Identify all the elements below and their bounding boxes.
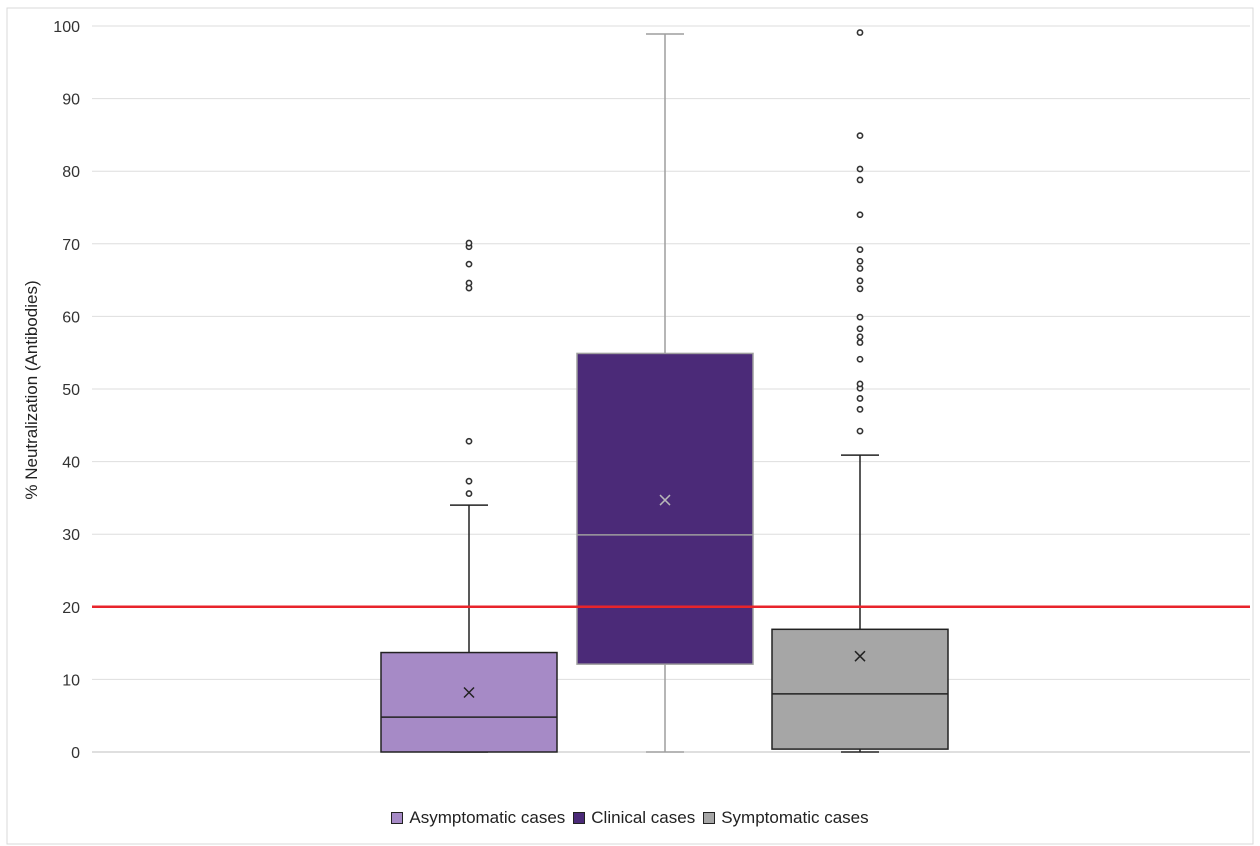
- outlier-point: [857, 133, 862, 138]
- y-tick-label: 60: [62, 309, 80, 326]
- legend-label: Asymptomatic cases: [409, 808, 565, 828]
- outlier-point: [857, 247, 862, 252]
- outlier-point: [857, 326, 862, 331]
- outlier-point: [857, 334, 862, 339]
- boxes: [381, 30, 948, 752]
- outlier-point: [466, 280, 471, 285]
- y-tick-label: 80: [62, 164, 80, 181]
- y-tick-label: 20: [62, 600, 80, 617]
- outlier-point: [857, 407, 862, 412]
- outlier-point: [857, 259, 862, 264]
- outlier-point: [466, 262, 471, 267]
- outlier-point: [857, 166, 862, 171]
- box-1: [381, 240, 557, 752]
- box-2: [577, 34, 753, 752]
- legend-item: Asymptomatic cases: [391, 808, 565, 828]
- legend-swatch: [391, 812, 403, 824]
- y-tick-label: 90: [62, 92, 80, 109]
- legend-swatch: [573, 812, 585, 824]
- box-body: [381, 653, 557, 752]
- outlier-point: [857, 396, 862, 401]
- outlier-point: [857, 381, 862, 386]
- legend-item: Symptomatic cases: [703, 808, 868, 828]
- outlier-point: [466, 240, 471, 245]
- outlier-point: [466, 491, 471, 496]
- legend-swatch: [703, 812, 715, 824]
- y-tick-label: 0: [71, 745, 80, 762]
- outlier-point: [857, 266, 862, 271]
- outlier-point: [857, 278, 862, 283]
- legend-label: Symptomatic cases: [721, 808, 868, 828]
- outlier-point: [466, 479, 471, 484]
- legend-label: Clinical cases: [591, 808, 695, 828]
- outlier-point: [857, 340, 862, 345]
- outlier-point: [466, 439, 471, 444]
- outlier-point: [857, 286, 862, 291]
- outlier-point: [857, 30, 862, 35]
- legend: Asymptomatic cases Clinical cases Symptoma…: [0, 808, 1260, 828]
- outlier-point: [857, 357, 862, 362]
- y-tick-label: 70: [62, 237, 80, 254]
- y-axis-ticks: 0 10 20 30 40 50 60 70 80 90 100: [53, 19, 80, 762]
- y-tick-label: 40: [62, 455, 80, 472]
- outlier-point: [857, 177, 862, 182]
- box-3: [772, 30, 948, 752]
- y-axis-label: % Neutralization (Antibodies): [22, 280, 41, 499]
- outlier-point: [857, 315, 862, 320]
- outlier-point: [857, 212, 862, 217]
- box-body: [577, 353, 753, 664]
- y-tick-label: 30: [62, 527, 80, 544]
- y-tick-label: 100: [53, 19, 80, 36]
- y-tick-label: 10: [62, 672, 80, 689]
- y-tick-label: 50: [62, 382, 80, 399]
- box-body: [772, 629, 948, 749]
- outlier-point: [857, 429, 862, 434]
- legend-item: Clinical cases: [573, 808, 695, 828]
